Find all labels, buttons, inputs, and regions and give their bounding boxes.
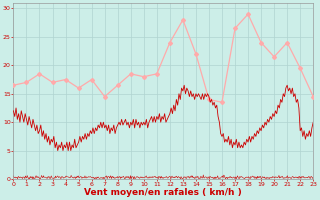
X-axis label: Vent moyen/en rafales ( km/h ): Vent moyen/en rafales ( km/h ) — [84, 188, 242, 197]
